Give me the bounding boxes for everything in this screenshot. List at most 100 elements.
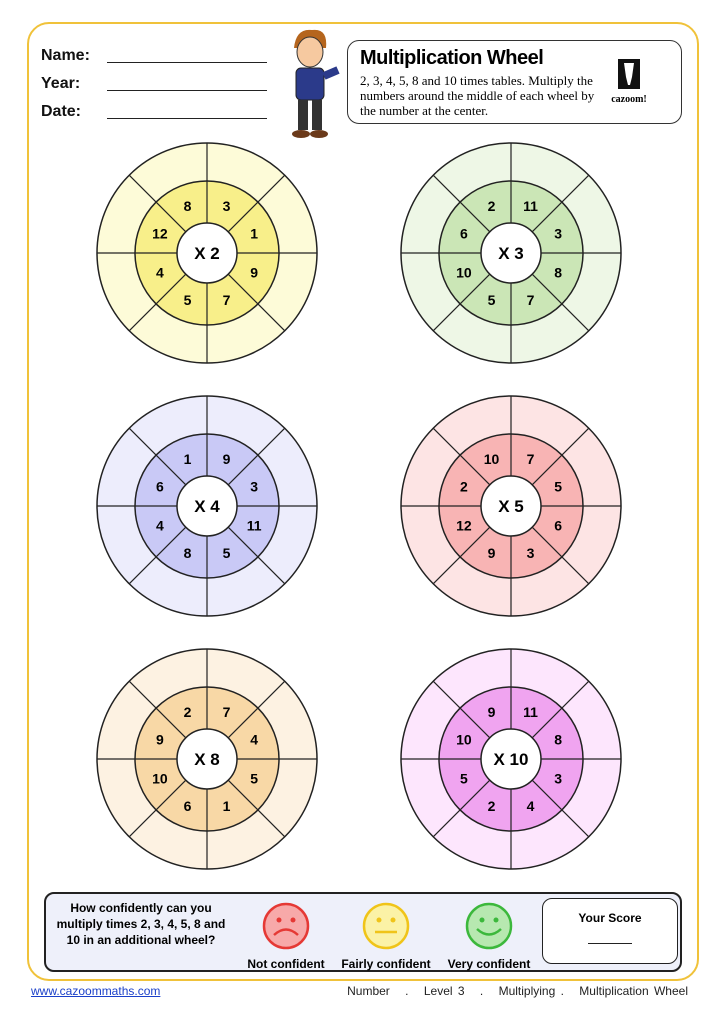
footer-breadcrumb: Number . Level 3 . Multiplying . Multipl… (337, 984, 688, 998)
wheel-number: 9 (488, 545, 496, 561)
wheel-number: 6 (184, 798, 192, 814)
cartoon-boy-illustration (292, 29, 340, 138)
wheel-number: 12 (456, 518, 472, 534)
wheel-number: 7 (527, 451, 535, 467)
wheel-multiplier: X 5 (498, 497, 524, 516)
wheel-number: 6 (460, 225, 468, 241)
wheel-number: 8 (554, 265, 562, 281)
wheel-number: 6 (156, 478, 164, 494)
wheel-number: 7 (223, 704, 231, 720)
sad-face-icon (262, 902, 310, 950)
wheel-number: 11 (523, 198, 538, 214)
confidence-panel: How confidently can you multiply times 2… (44, 892, 682, 972)
center-circle (176, 222, 238, 284)
segment-divider (531, 526, 590, 585)
center-circle (480, 475, 542, 537)
name-label: Name: (41, 47, 90, 64)
wheel-4: X 5 7 5 6 3 9 12 2 10 (400, 395, 622, 617)
wheel-number: 6 (554, 518, 562, 534)
wheel-1: X 2 3 1 9 7 5 4 12 8 (96, 142, 318, 364)
center-circle (176, 728, 238, 790)
wheel-number: 3 (554, 225, 562, 241)
wheel-2: X 3 11 3 8 7 5 10 6 2 (400, 142, 622, 364)
wheel-number: 5 (554, 478, 562, 494)
wheel-number: 1 (223, 798, 231, 814)
wheel-number: 3 (223, 198, 231, 214)
wheel-number: 5 (460, 771, 468, 787)
wheel-3: X 4 9 3 11 5 8 4 6 1 (96, 395, 318, 617)
confidence-option-very-confident[interactable]: Very confident (439, 902, 539, 971)
page-border (27, 22, 699, 981)
segment-divider (227, 526, 286, 585)
wheel-number: 2 (184, 704, 192, 720)
wheel-multiplier: X 8 (194, 750, 220, 769)
title-box: Multiplication Wheel 2, 3, 4, 5, 8 and 1… (347, 40, 682, 124)
crumb: Number (347, 984, 390, 998)
center-circle (176, 475, 238, 537)
confidence-option-fairly-confident[interactable]: Fairly confident (336, 902, 436, 971)
segment-divider (227, 680, 286, 739)
crumb: Level 3 (423, 984, 465, 998)
segment-divider (432, 779, 491, 838)
wheel-6: X 10 11 8 3 4 2 5 10 9 (400, 648, 622, 870)
segment-divider (128, 427, 187, 486)
wheel-number: 3 (527, 545, 535, 561)
wheel-number: 7 (223, 292, 231, 308)
name-field[interactable] (107, 62, 267, 63)
segment-divider (227, 779, 286, 838)
wheel-number: 1 (250, 225, 258, 241)
wheel-5: X 8 7 4 5 1 6 10 9 2 (96, 648, 318, 870)
center-circle (480, 222, 542, 284)
wheel-number: 11 (523, 704, 538, 720)
segment-divider (432, 680, 491, 739)
wheel-number: 8 (184, 198, 192, 214)
date-field[interactable] (107, 118, 267, 119)
confidence-question: How confidently can you multiply times 2… (56, 901, 226, 947)
crumb-sep: . (479, 984, 484, 998)
wheel-number: 4 (156, 518, 164, 534)
confidence-label: Not confident (247, 957, 325, 971)
cazoom-logo: cazoom! (604, 59, 654, 105)
neutral-face-icon (362, 902, 410, 950)
year-field[interactable] (107, 90, 267, 91)
wheel-number: 7 (527, 292, 535, 308)
worksheet-title: Multiplication Wheel (360, 47, 544, 69)
segment-divider (128, 526, 187, 585)
wheel-number: 8 (184, 545, 192, 561)
segment-divider (128, 174, 187, 233)
wheel-number: 9 (156, 731, 164, 747)
instructions: 2, 3, 4, 5, 8 and 10 times tables. Multi… (360, 73, 595, 118)
wheel-multiplier: X 4 (194, 497, 220, 516)
wheel-number: 10 (456, 731, 472, 747)
segment-divider (531, 680, 590, 739)
score-box[interactable]: Your Score (542, 898, 678, 964)
segment-divider (531, 779, 590, 838)
wheel-number: 5 (488, 292, 496, 308)
logo-cup-icon (618, 59, 640, 89)
wheel-number: 10 (484, 451, 500, 467)
date-label: Date: (41, 103, 82, 120)
wheel-number: 12 (152, 225, 168, 241)
year-label: Year: (41, 75, 81, 92)
segment-divider (227, 427, 286, 486)
crumb-sep: . (405, 984, 409, 998)
wheel-number: 5 (184, 292, 192, 308)
score-label: Your Score (578, 911, 642, 925)
center-circle (480, 728, 542, 790)
confidence-option-not-confident[interactable]: Not confident (236, 902, 336, 971)
wheel-number: 5 (223, 545, 231, 561)
crumb: Multiplication Wheel (579, 984, 688, 998)
segment-divider (531, 427, 590, 486)
segment-divider (128, 273, 187, 332)
segment-divider (128, 680, 187, 739)
wheel-number: 2 (488, 798, 496, 814)
confidence-label: Fairly confident (341, 957, 431, 971)
wheel-number: 4 (250, 731, 258, 747)
wheel-number: 2 (488, 198, 496, 214)
website-link[interactable]: www.cazoommaths.com (31, 984, 161, 998)
segment-divider (432, 526, 491, 585)
wheel-multiplier: X 2 (194, 244, 220, 263)
wheel-number: 4 (156, 265, 164, 281)
segment-divider (432, 174, 491, 233)
